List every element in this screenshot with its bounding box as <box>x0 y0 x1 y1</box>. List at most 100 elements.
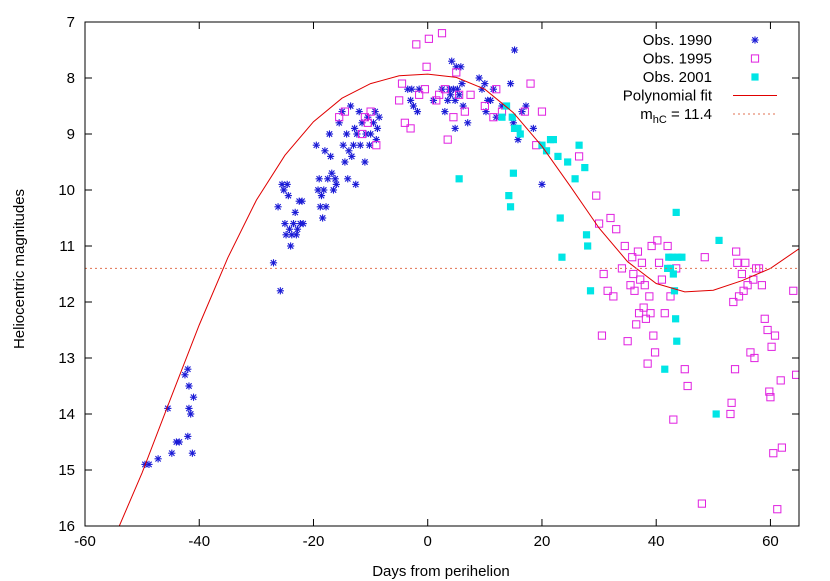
data-point <box>282 231 290 239</box>
data-point <box>575 141 583 149</box>
data-point <box>537 107 547 116</box>
data-point <box>283 180 291 188</box>
legend-sample-marker <box>750 54 760 63</box>
data-point <box>680 365 689 374</box>
data-point <box>322 203 330 211</box>
data-point <box>672 315 680 323</box>
data-point <box>660 309 669 318</box>
data-point <box>327 152 335 160</box>
data-point <box>505 192 513 200</box>
data-point <box>269 259 278 267</box>
data-point <box>506 203 515 211</box>
data-point <box>506 80 515 88</box>
data-point <box>792 370 799 379</box>
legend-entry: Polynomial fit <box>623 88 777 105</box>
data-point <box>458 80 466 88</box>
data-point <box>732 247 741 256</box>
data-point <box>457 63 465 71</box>
data-point <box>637 258 647 267</box>
data-point <box>630 286 639 295</box>
data-point <box>420 85 429 94</box>
data-point <box>629 269 638 279</box>
data-point <box>654 258 664 267</box>
data-point <box>538 180 546 188</box>
data-point <box>769 449 778 458</box>
data-point <box>299 220 307 228</box>
data-point <box>372 141 381 150</box>
data-point <box>352 180 360 188</box>
data-point <box>406 124 415 133</box>
data-point <box>331 175 339 183</box>
data-point <box>360 113 369 122</box>
y-tick-label: 12 <box>58 294 75 311</box>
data-point <box>673 337 681 345</box>
data-point <box>344 175 352 183</box>
data-point <box>284 192 292 200</box>
data-point <box>412 40 421 49</box>
data-point <box>743 281 752 290</box>
data-point <box>632 320 641 329</box>
data-point <box>663 241 672 251</box>
x-tick-label: -40 <box>188 533 210 550</box>
data-point <box>729 297 738 307</box>
data-point <box>492 113 500 121</box>
data-point <box>422 62 431 71</box>
data-point <box>633 247 643 256</box>
data-point <box>288 231 296 239</box>
data-point <box>287 242 295 250</box>
data-point <box>185 382 193 390</box>
data-point <box>408 85 416 93</box>
data-point <box>424 34 433 43</box>
data-point <box>444 96 452 104</box>
data-point <box>516 130 524 138</box>
data-point <box>741 258 750 267</box>
y-tick-label: 7 <box>67 14 75 31</box>
data-point <box>715 236 723 244</box>
data-point <box>315 175 323 183</box>
data-point <box>320 186 328 194</box>
data-point <box>712 410 720 418</box>
data-point <box>564 158 572 166</box>
data-point <box>335 119 343 127</box>
data-point <box>586 287 595 295</box>
data-point <box>168 449 176 457</box>
data-point <box>328 169 336 177</box>
data-point <box>415 90 424 99</box>
y-tick-label: 11 <box>59 238 75 255</box>
data-point <box>636 275 645 284</box>
data-point <box>549 136 557 144</box>
data-point <box>510 46 519 54</box>
data-point <box>437 29 447 38</box>
legend-entry: Obs. 2001 <box>643 69 759 86</box>
legend-label: mhC = 11.4 <box>640 106 712 126</box>
x-axis-title: Days from perihelion <box>372 563 510 580</box>
data-point <box>672 208 680 216</box>
plot-area <box>85 29 799 526</box>
data-point <box>145 460 153 468</box>
data-point <box>502 102 511 110</box>
data-point <box>750 353 759 363</box>
data-point <box>730 365 740 374</box>
data-point <box>452 68 461 77</box>
data-point <box>558 253 566 261</box>
data-point <box>365 141 374 149</box>
data-point <box>542 147 551 155</box>
data-point <box>351 124 359 132</box>
x-tick-label: -20 <box>303 533 325 550</box>
data-point <box>498 113 506 121</box>
data-point <box>184 365 192 373</box>
data-point <box>734 292 744 301</box>
legend-entry: mhC = 11.4 <box>640 106 777 126</box>
data-point <box>508 113 516 121</box>
data-point <box>364 113 372 121</box>
data-point <box>697 499 706 508</box>
data-point <box>678 253 686 261</box>
data-point <box>773 505 782 514</box>
y-tick-label: 15 <box>58 462 75 479</box>
data-point <box>612 225 621 234</box>
data-point <box>669 270 677 278</box>
data-point <box>188 449 196 457</box>
data-point <box>395 96 404 105</box>
data-point <box>643 359 652 368</box>
